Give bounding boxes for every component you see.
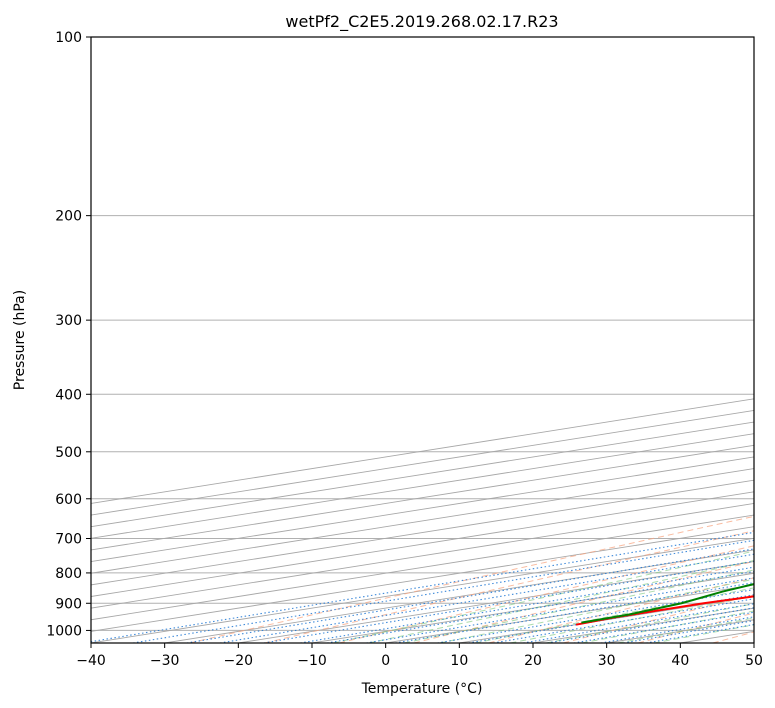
moist-adiabat — [403, 569, 754, 643]
isotherm-line — [91, 503, 754, 609]
isotherm-line — [91, 526, 754, 632]
isotherm-line — [238, 561, 754, 643]
isotherm-line — [753, 642, 754, 643]
y-tick-label: 800 — [55, 566, 82, 582]
isotherm-line — [311, 572, 754, 643]
x-tick-label: −20 — [224, 653, 254, 669]
temperature-profile-line — [575, 595, 754, 626]
isotherm-line — [164, 549, 754, 643]
y-tick-label: 500 — [55, 445, 82, 461]
dry-adiabat — [264, 530, 754, 643]
dry-adiabat — [712, 631, 754, 643]
x-tick-label: −40 — [76, 653, 106, 669]
y-tick-label: 300 — [55, 313, 82, 329]
x-tick-label: 10 — [450, 653, 468, 669]
x-tick-label: 20 — [524, 653, 542, 669]
dry-adiabat — [339, 545, 754, 643]
isotherm-line — [91, 444, 754, 551]
x-tick-label: 30 — [598, 653, 616, 669]
mixing-ratio-line — [91, 531, 754, 643]
isotherm-line — [91, 479, 754, 586]
mixing-ratio-line — [523, 603, 754, 643]
dewpoint-profile-line — [581, 583, 754, 624]
x-tick-label: −10 — [297, 653, 327, 669]
isotherm-line — [91, 514, 754, 621]
mixing-ratio-line — [300, 566, 754, 643]
isotherm-line — [91, 468, 754, 574]
y-tick-label: 900 — [55, 596, 82, 612]
moist-adiabat — [581, 610, 754, 643]
isotherm-line — [459, 596, 754, 643]
moist-adiabat — [653, 624, 754, 643]
x-tick-label: 40 — [671, 653, 689, 669]
x-tick-label: 0 — [381, 653, 390, 669]
isotherm-line — [680, 630, 754, 643]
moist-adiabat — [368, 560, 754, 643]
y-tick-label: 1000 — [46, 623, 82, 639]
x-tick-label: 50 — [745, 653, 763, 669]
y-tick-label: 400 — [55, 387, 82, 403]
y-tick-label: 700 — [55, 532, 82, 548]
y-tick-label: 200 — [55, 209, 82, 225]
y-tick-label: 600 — [55, 492, 82, 508]
moist-adiabat — [510, 595, 754, 643]
moist-adiabat — [332, 550, 754, 643]
isotherm-line — [91, 537, 754, 643]
dry-adiabat — [189, 515, 754, 643]
isotherm-line — [91, 491, 754, 597]
isotherm-line — [91, 456, 754, 563]
plot-frame — [90, 36, 755, 644]
x-axis-label: Temperature (°C) — [361, 681, 483, 697]
y-axis-label: Pressure (hPa) — [12, 290, 28, 390]
moist-adiabat — [439, 578, 754, 643]
y-tick-label: 100 — [55, 30, 82, 46]
mixing-ratio-line — [366, 577, 754, 643]
moist-adiabat — [617, 617, 754, 643]
mixing-ratio-line — [326, 570, 754, 643]
x-tick-label: −30 — [150, 653, 180, 669]
chart-title: wetPf2_C2E5.2019.268.02.17.R23 — [285, 12, 558, 32]
